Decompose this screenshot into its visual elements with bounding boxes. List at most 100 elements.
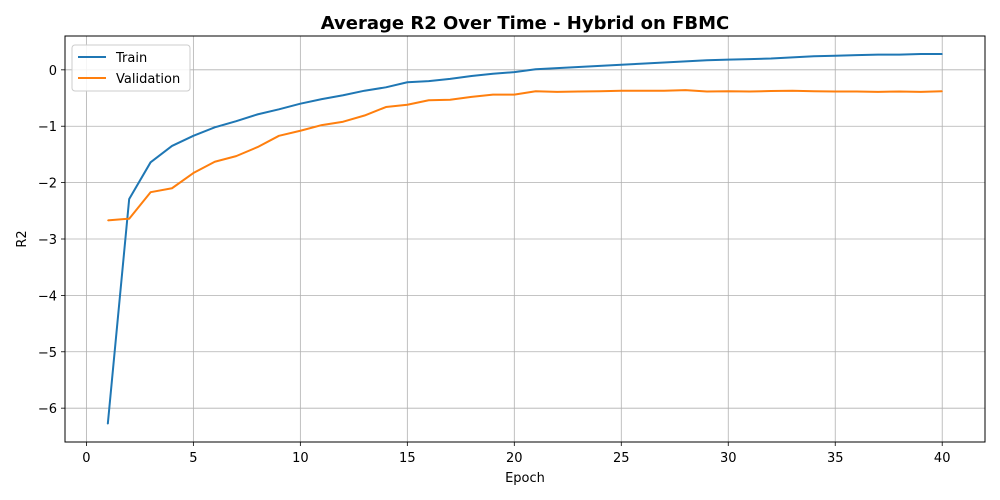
- data-point-validation: [770, 90, 772, 92]
- data-point-validation: [813, 90, 815, 92]
- data-point-train: [363, 90, 366, 92]
- data-point-train: [706, 59, 708, 61]
- data-point-train: [599, 65, 601, 67]
- data-point-train: [749, 58, 751, 60]
- data-point-train: [406, 81, 408, 83]
- data-point-train: [920, 53, 922, 55]
- data-point-train: [684, 60, 687, 62]
- y-tick-label: −2: [38, 177, 57, 192]
- data-point-validation: [856, 90, 858, 93]
- legend: Train Validation: [71, 44, 191, 92]
- data-point-validation: [620, 90, 622, 92]
- data-point-validation: [535, 90, 537, 92]
- data-point-validation: [342, 121, 344, 123]
- data-point-train: [770, 57, 772, 60]
- x-tick-label: 20: [506, 451, 523, 466]
- data-point-validation: [749, 90, 751, 93]
- data-point-validation: [128, 218, 130, 220]
- data-point-train: [577, 66, 580, 68]
- data-point-validation: [107, 219, 109, 221]
- data-point-train: [535, 68, 537, 70]
- data-point-validation: [385, 106, 387, 108]
- data-point-train: [620, 64, 622, 66]
- data-point-validation: [898, 90, 901, 93]
- data-point-train: [171, 145, 173, 147]
- data-point-validation: [642, 90, 644, 92]
- legend-label-train: Train: [115, 51, 147, 66]
- data-point-validation: [149, 191, 152, 193]
- data-point-validation: [706, 90, 708, 93]
- data-point-train: [428, 80, 430, 82]
- y-tick-label: 0: [49, 64, 57, 79]
- data-point-validation: [684, 89, 687, 91]
- x-tick-label: 30: [720, 451, 737, 466]
- data-point-train: [192, 135, 194, 137]
- data-point-train: [107, 423, 109, 425]
- data-point-train: [898, 54, 901, 56]
- data-point-train: [449, 78, 451, 80]
- data-point-validation: [449, 99, 451, 101]
- data-point-train: [235, 120, 237, 122]
- data-point-train: [470, 75, 473, 77]
- x-tick-label: 25: [613, 451, 630, 466]
- x-tick-label: 10: [292, 451, 309, 466]
- data-point-validation: [877, 91, 879, 93]
- data-point-train: [256, 113, 259, 115]
- data-point-validation: [941, 90, 943, 92]
- y-tick-label: −5: [38, 346, 57, 361]
- data-point-validation: [428, 99, 430, 101]
- data-point-train: [813, 55, 815, 57]
- data-point-validation: [299, 130, 301, 132]
- data-point-train: [642, 63, 644, 65]
- data-point-validation: [256, 146, 259, 148]
- data-point-validation: [363, 114, 366, 117]
- data-point-validation: [599, 90, 601, 92]
- series-layer: [106, 53, 943, 425]
- data-point-train: [321, 98, 323, 100]
- x-axis-label: Epoch: [505, 471, 545, 486]
- data-point-validation: [470, 96, 473, 98]
- data-point-train: [385, 86, 387, 88]
- y-tick-label: −1: [38, 120, 57, 135]
- data-point-validation: [406, 104, 408, 106]
- series-line-validation: [107, 89, 943, 222]
- data-point-validation: [492, 94, 494, 96]
- data-point-validation: [556, 91, 558, 93]
- y-tick-label: −6: [38, 402, 57, 417]
- data-point-train: [791, 56, 794, 59]
- data-point-train: [278, 108, 280, 110]
- data-point-train: [513, 71, 515, 73]
- data-point-validation: [791, 90, 794, 92]
- data-point-validation: [214, 161, 216, 163]
- data-point-validation: [727, 90, 729, 92]
- y-axis-label: R2: [15, 230, 30, 247]
- y-tick-label: −4: [38, 289, 57, 304]
- data-point-train: [727, 59, 729, 61]
- x-tick-label: 40: [934, 451, 951, 466]
- data-point-train: [342, 94, 344, 96]
- ticks: 0 5 10 15 20 25 30 35 40 −6 −5 −4 −3 −2 −1 0: [38, 64, 951, 466]
- data-point-train: [299, 103, 301, 105]
- x-tick-label: 35: [827, 451, 844, 466]
- data-point-train: [834, 55, 836, 57]
- legend-label-validation: Validation: [116, 72, 180, 87]
- data-point-validation: [834, 90, 836, 93]
- data-point-validation: [513, 94, 515, 96]
- x-tick-label: 5: [189, 451, 197, 466]
- data-point-validation: [920, 91, 922, 93]
- series-line-train: [106, 53, 943, 425]
- data-point-train: [663, 61, 665, 64]
- data-point-train: [856, 54, 858, 56]
- data-point-train: [877, 54, 879, 56]
- data-point-train: [128, 198, 130, 200]
- data-point-validation: [171, 187, 173, 189]
- data-point-train: [492, 73, 494, 75]
- x-tick-label: 15: [399, 451, 416, 466]
- data-point-validation: [235, 155, 237, 157]
- data-point-validation: [663, 90, 665, 92]
- y-tick-label: −3: [38, 233, 57, 248]
- data-point-validation: [278, 135, 280, 137]
- data-point-train: [556, 67, 558, 69]
- chart-title: Average R2 Over Time - Hybrid on FBMC: [321, 13, 730, 34]
